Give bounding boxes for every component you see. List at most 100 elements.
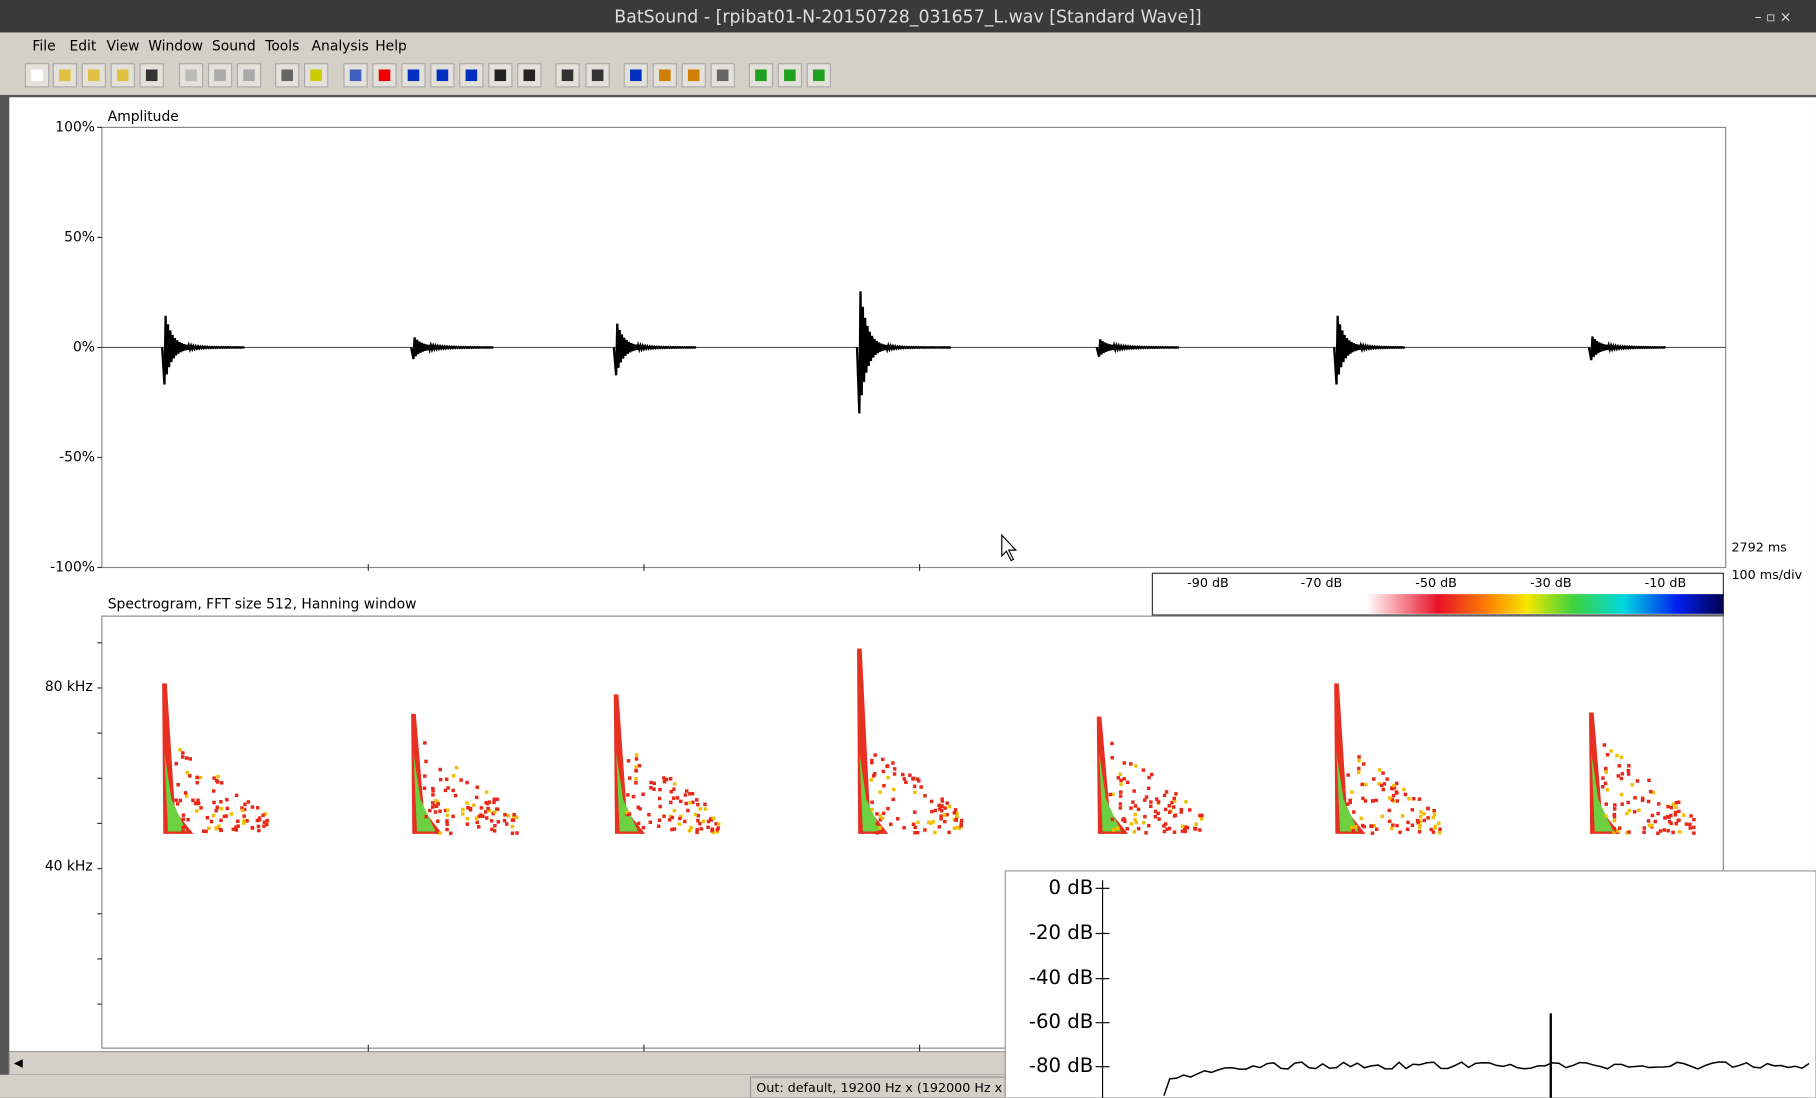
scrollbar[interactable] [9, 1052, 1005, 1075]
spectrogram-pixel [960, 819, 963, 822]
spectrogram-pixel [712, 816, 715, 819]
spectrogram-pixel [1625, 812, 1628, 815]
spectrogram-pixel [1349, 799, 1352, 802]
spectrogram-pixel [1380, 784, 1383, 787]
spectrogram-pixel [493, 824, 496, 827]
spectrogram-pixel [438, 831, 441, 834]
spectrogram-pixel [658, 818, 661, 821]
spectrogram-pixel [1385, 777, 1388, 780]
spectrogram-pixel [1129, 762, 1132, 765]
spectrogram-pixel [515, 831, 518, 834]
spectrogram-pixel [212, 776, 215, 779]
spectrogram-pixel [1194, 822, 1197, 825]
spectrogram-pixel [913, 826, 916, 829]
spectrogram-pixel [459, 778, 462, 781]
spectrogram-pixel [261, 813, 264, 816]
spectrogram-pixel [913, 831, 916, 834]
spectrogram-pixel [1173, 830, 1176, 833]
spectrogram-pixel [1184, 800, 1187, 803]
spectrogram-pixel [1620, 793, 1623, 796]
spectrogram-pixel [1137, 808, 1140, 811]
menu-item[interactable]: Sound [212, 38, 256, 54]
spectrogram-pixel [1388, 796, 1391, 799]
spectrogram-pixel [1123, 777, 1126, 780]
spectrogram-pixel [219, 800, 222, 803]
spectrogram-pixel [1642, 830, 1645, 833]
spectrogram-pixel [1391, 823, 1394, 826]
spectrogram-pixel [1627, 764, 1630, 767]
spectrogram-pixel [1674, 822, 1677, 825]
spectrogram-pixel [1426, 816, 1429, 819]
spectrogram-pixel [507, 814, 510, 817]
spectrogram-pixel [1374, 799, 1377, 802]
spectrogram-pixel [1604, 814, 1607, 817]
toolbar-icon [755, 69, 767, 81]
spectrogram-pixel [1362, 825, 1365, 828]
spectrogram-pixel [933, 831, 936, 834]
spectrogram-pixel [954, 808, 957, 811]
spectrogram-pixel [1119, 779, 1122, 782]
spectrogram-pixel [1134, 804, 1137, 807]
spectrogram-pixel [679, 800, 682, 803]
spectrogram-pixel [684, 793, 687, 796]
scroll-left[interactable]: ◀ [14, 1056, 23, 1070]
spectrogram-pixel [1418, 823, 1421, 826]
spectrogram-pixel [1357, 755, 1360, 758]
spectrogram-pixel [1133, 830, 1136, 833]
spectrogram-pixel [704, 807, 707, 810]
spectrogram-pixel [1134, 764, 1137, 767]
spectrogram-pixel [220, 781, 223, 784]
spectrogram-pixel [706, 826, 709, 829]
spectrogram-pixel [1154, 815, 1157, 818]
menu-item[interactable]: File [32, 38, 55, 54]
spectrogram-pixel [178, 748, 181, 751]
spectrogram-pixel [710, 829, 713, 832]
spectrogram-pixel [904, 781, 907, 784]
spectrogram-pixel [658, 788, 661, 791]
toolbar-icon [784, 69, 796, 81]
spectrogram-pixel [242, 814, 245, 817]
menu-item[interactable]: Tools [264, 38, 299, 54]
spectrogram-pixel [484, 801, 487, 804]
spectrogram-pixel [1682, 813, 1685, 816]
spectrogram-pixel [1636, 779, 1639, 782]
menu-item[interactable]: Window [148, 38, 203, 54]
spectrogram-pixel [1370, 825, 1373, 828]
spectrogram-pixel [1359, 817, 1362, 820]
spectrogram-pixel [1390, 827, 1393, 830]
spectrogram-pixel [870, 759, 873, 762]
toolbar-icon [59, 69, 71, 81]
spectrogram-pixel [702, 819, 705, 822]
spectrogram-pixel [891, 761, 894, 764]
spectrogram-pixel [626, 793, 629, 796]
spectrogram-pixel [1663, 816, 1666, 819]
spectrogram-pixel [892, 788, 895, 791]
spectrogram-pixel [428, 809, 431, 812]
spectrogram-pixel [475, 816, 478, 819]
spectrogram-pixel [1609, 749, 1612, 752]
colorbar-label: -10 dB [1645, 576, 1687, 591]
spectrogram-pixel [695, 828, 698, 831]
spectrogram-pixel [176, 783, 179, 786]
spectrogram-pixel [716, 828, 719, 831]
spectrogram-pixel [1126, 827, 1129, 830]
spectrogram-pixel [638, 764, 641, 767]
spectrogram-pixel [1671, 831, 1674, 834]
window-controls[interactable]: – ▫ × [1755, 9, 1792, 25]
toolbar-icon [31, 69, 43, 81]
spectrogram-pixel [1604, 782, 1607, 785]
spectrogram-pixel [451, 815, 454, 818]
menu-item[interactable]: Analysis [312, 38, 369, 54]
spectrogram-pixel [186, 818, 189, 821]
menu-item[interactable]: Help [375, 38, 407, 54]
spectrogram-pixel [1112, 828, 1115, 831]
spectrogram-pixel [219, 819, 222, 822]
spectrogram-pixel [485, 816, 488, 819]
spectrogram-pixel [423, 774, 426, 777]
spectrogram-pixel [1188, 808, 1191, 811]
spectrogram-pixel [215, 827, 218, 830]
menu-item[interactable]: View [107, 38, 140, 54]
spectrogram-pixel [641, 793, 644, 796]
menu-item[interactable]: Edit [69, 38, 96, 54]
spectrogram-pixel [707, 820, 710, 823]
